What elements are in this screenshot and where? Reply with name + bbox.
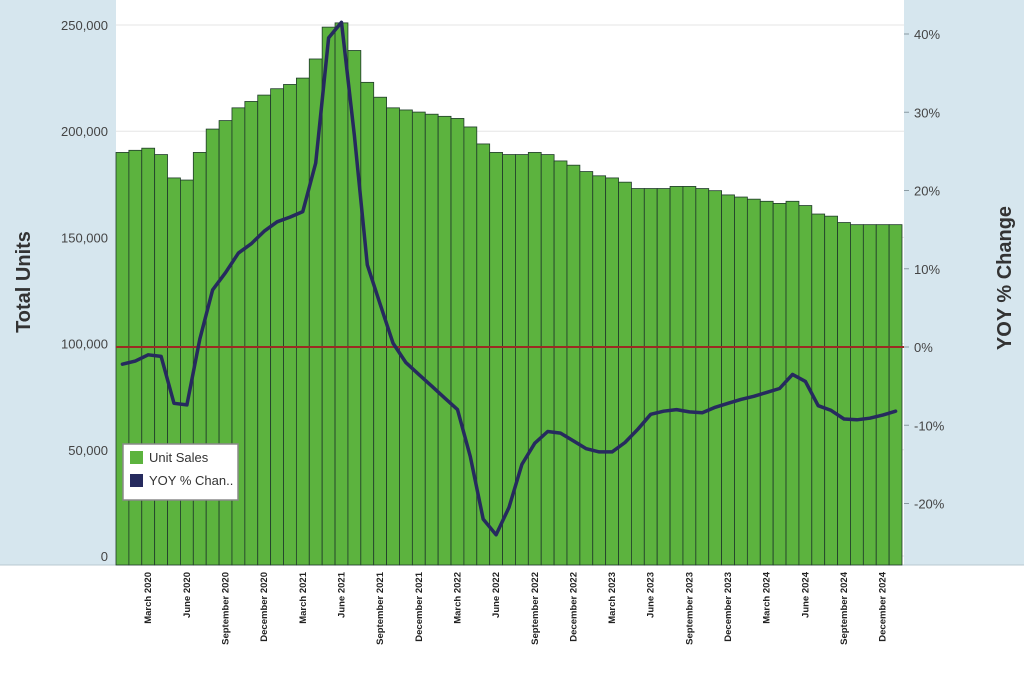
bar-unit-sales [334,22,349,566]
bar-unit-sales [180,179,194,566]
bar-unit-sales [295,77,310,566]
bar-unit-sales [450,118,465,566]
yoy-change-line [120,20,898,537]
x-tick-label: March 2022 [453,572,464,624]
bar-unit-sales [631,188,645,566]
x-tick-label: December 2020 [259,572,270,642]
bar-unit-sales [708,190,723,566]
x-tick-label: June 2022 [491,572,502,618]
x-tick-label: December 2021 [414,571,425,641]
x-tick-label: March 2021 [298,571,309,623]
bar-unit-sales [669,186,684,566]
x-tick-label: December 2024 [878,571,889,641]
left-axis-ticks: 0 50,000 100,000 150,000 200,000 250,000 [61,18,108,564]
right-axis-ticks: -20% -10% 0% 10% 20% 30% 40% [904,27,945,512]
right-tick-label: 0% [914,340,933,355]
left-axis-panel [0,0,116,565]
bar-unit-sales [167,177,181,566]
bar-unit-sales [553,160,568,566]
bar-unit-sales [540,154,555,566]
left-tick-label: 0 [101,549,108,564]
right-axis-panel [904,0,1024,565]
left-tick-label: 150,000 [61,230,108,245]
x-tick-label: September 2020 [221,572,232,645]
right-tick-label: 40% [914,27,940,42]
bar-unit-sales [515,154,529,566]
x-tick-label: March 2023 [607,572,618,624]
legend: Unit Sales YOY % Chan.. [122,443,239,501]
bar-unit-sales [862,224,877,566]
bar-unit-sales [424,113,439,566]
x-tick-label: September 2024 [839,571,850,645]
bar-unit-sales [489,152,503,566]
left-tick-label: 100,000 [61,337,108,352]
bar-unit-sales [463,126,478,566]
bar-unit-sales [257,94,272,566]
bar-unit-sales [695,188,710,566]
bar-unit-sales [721,194,735,566]
right-tick-label: 20% [914,184,940,199]
bar-unit-sales [798,205,813,566]
x-tick-label: June 2024 [800,571,811,618]
x-tick-label: June 2023 [646,572,657,618]
x-axis-ticks: March 2020 June 2020 September 2020 Decembe… [143,571,889,645]
bar-unit-sales [682,186,697,566]
bar-unit-sales [850,224,864,566]
left-tick-label: 50,000 [68,443,108,458]
bar-unit-sales [656,188,671,566]
bar-unit-sales [527,152,542,566]
unit-sales-bars [115,22,903,566]
bar-unit-sales [399,109,413,566]
bar-unit-sales [360,81,375,566]
right-tick-label: -10% [914,418,945,433]
left-tick-label: 200,000 [61,124,108,139]
bar-unit-sales [386,107,400,566]
right-tick-label: -20% [914,497,945,512]
legend-label-yoy: YOY % Chan.. [149,473,233,488]
bar-unit-sales [759,200,774,566]
bar-unit-sales [875,224,890,566]
bar-unit-sales [270,88,284,566]
bar-unit-sales [321,26,336,566]
bar-unit-sales [837,222,851,566]
right-tick-label: 30% [914,105,940,120]
x-tick-label: March 2024 [762,571,773,623]
x-tick-label: June 2021 [337,571,348,618]
legend-swatch-yoy [130,474,143,487]
bar-unit-sales [283,84,297,566]
x-tick-label: September 2021 [375,571,386,645]
bar-unit-sales [579,171,594,566]
bar-unit-sales [746,198,761,566]
bar-unit-sales [411,111,426,566]
x-tick-label: September 2023 [684,572,695,645]
x-tick-label: June 2020 [182,572,193,618]
bar-unit-sales [811,213,826,566]
x-tick-label: September 2022 [530,572,541,645]
bar-unit-sales [244,101,259,566]
x-tick-label: December 2022 [568,572,579,642]
legend-label-unit-sales: Unit Sales [149,450,209,465]
right-axis-title: YOY % Change [994,206,1016,350]
left-tick-label: 250,000 [61,18,108,33]
bar-unit-sales [437,115,452,566]
bar-unit-sales [115,152,130,566]
x-tick-label: December 2023 [723,572,734,642]
bar-unit-sales [566,164,581,566]
left-axis-title: Total Units [13,231,35,333]
bar-unit-sales [888,224,903,566]
bar-unit-sales [785,200,800,566]
right-tick-label: 10% [914,262,940,277]
bar-unit-sales [592,175,607,566]
x-tick-label: March 2020 [143,572,154,624]
bar-unit-sales [605,177,619,566]
legend-swatch-unit-sales [130,451,143,464]
bar-unit-sales [373,96,387,566]
bar-unit-sales [734,196,748,566]
bar-unit-sales [643,188,658,566]
bar-unit-sales [618,181,632,566]
bar-unit-sales [824,215,838,566]
